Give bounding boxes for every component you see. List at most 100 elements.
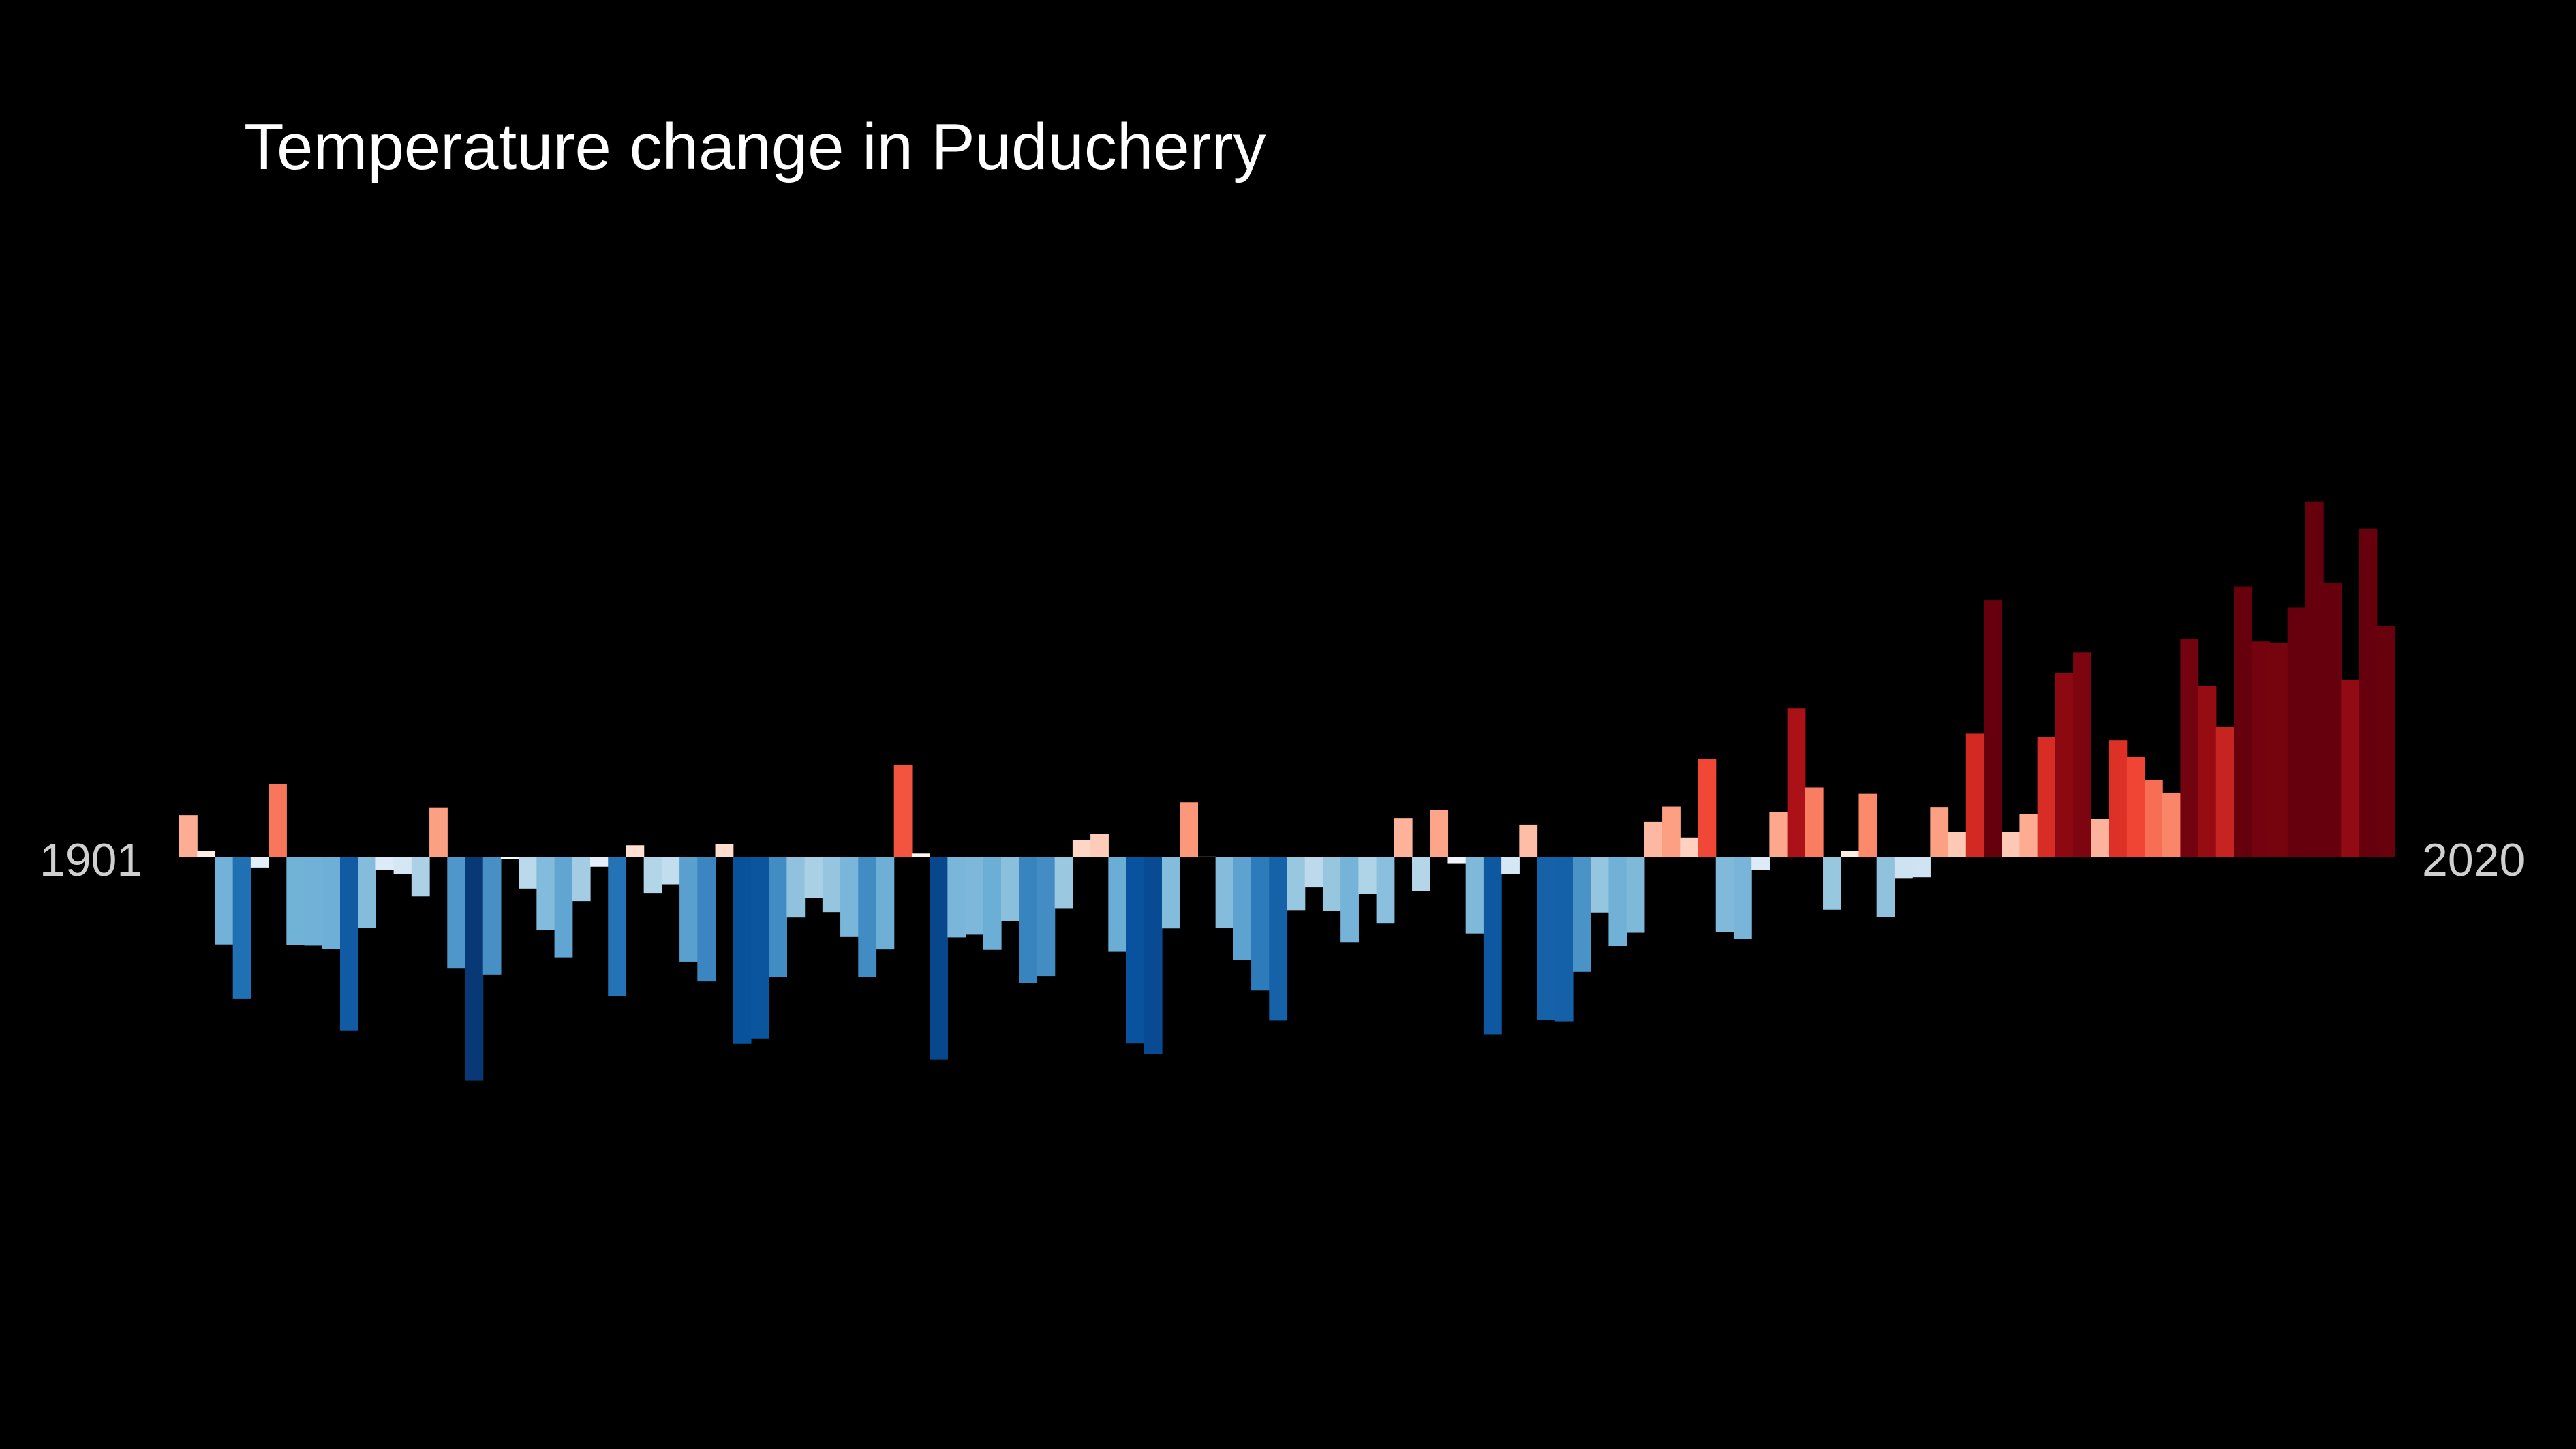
bar-1913 [393,857,412,874]
bar-1911 [358,857,376,928]
bar-2013 [2180,639,2199,857]
bar-2018 [2269,643,2288,857]
bar-1939 [858,857,877,977]
bar-2021 [2323,583,2342,857]
bar-1938 [840,857,859,937]
bar-1957 [1180,802,1199,857]
bar-1947 [1001,857,1019,921]
bar-1984 [1662,806,1681,857]
bar-1964 [1304,857,1323,888]
bar-1922 [554,857,573,958]
bar-1968 [1376,857,1395,924]
bar-1932 [733,857,752,1044]
bar-1950 [1054,857,1073,909]
bar-1985 [1680,837,1699,857]
bar-2000 [1948,832,1967,857]
bar-1991 [1787,708,1806,857]
bar-1990 [1769,811,1788,857]
bar-1971 [1430,810,1449,857]
bar-1966 [1340,857,1359,943]
bar-2007 [2073,652,2091,857]
bar-1993 [1823,857,1841,910]
bar-1996 [1876,857,1895,917]
bar-1972 [1447,857,1467,864]
bar-1999 [1930,807,1949,857]
chart-title: Temperature change in Puducherry [244,110,1266,183]
bar-2006 [2055,673,2074,857]
bar-1909 [322,857,341,949]
bar-1942 [911,853,930,857]
bar-1979 [1572,857,1591,972]
bar-1951 [1072,840,1091,857]
bar-1940 [876,857,895,950]
bar-1914 [411,857,430,897]
bar-1933 [750,857,769,1039]
bar-1949 [1037,857,1056,977]
bar-1976 [1519,824,1538,857]
bar-1963 [1287,857,1306,911]
bar-1910 [339,857,358,1031]
bar-2012 [2162,792,2181,857]
bar-1980 [1591,857,1610,913]
bar-2003 [2002,832,2021,857]
bar-1905 [250,857,269,868]
start-year-label: 1901 [40,834,142,886]
bar-1960 [1233,857,1252,960]
bar-1923 [572,857,591,902]
bar-1929 [679,857,698,962]
bar-1983 [1644,821,1663,857]
bar-1908 [304,857,323,946]
bar-1930 [697,857,716,982]
bar-1916 [447,857,466,969]
bar-1977 [1537,857,1556,1020]
bar-1987 [1715,857,1734,932]
bar-1995 [1858,793,1877,857]
bar-2016 [2234,586,2252,857]
bar-1962 [1269,857,1288,1021]
bar-1904 [232,857,251,999]
bar-1954 [1126,857,1145,1044]
bar-1919 [500,857,519,859]
bar-2015 [2215,727,2235,857]
bar-1927 [643,857,662,894]
bar-series [179,501,2395,1081]
bar-1967 [1358,857,1377,894]
bar-1902 [197,851,216,857]
bar-1918 [482,857,502,975]
bar-1969 [1394,818,1413,857]
bar-1961 [1251,857,1270,991]
bar-1959 [1215,857,1234,928]
end-year-label: 2020 [2422,834,2525,886]
bar-1956 [1161,857,1180,929]
bar-1992 [1805,787,1824,857]
bar-2005 [2037,737,2056,857]
bar-1917 [465,857,484,1081]
bar-1941 [893,765,913,857]
bar-1920 [519,857,537,889]
bar-1924 [590,857,609,867]
bar-2001 [1965,733,1984,857]
bar-1986 [1698,759,1717,857]
bar-1997 [1894,857,1913,879]
bar-1974 [1483,857,1502,1035]
bar-1944 [947,857,966,938]
bar-1953 [1108,857,1127,952]
bar-2004 [2019,814,2038,857]
bar-1926 [626,845,645,857]
bar-1988 [1733,857,1752,939]
bar-1921 [536,857,555,930]
bar-2014 [2198,686,2217,857]
bar-2019 [2287,607,2306,857]
bar-1925 [608,857,627,996]
bar-1982 [1626,857,1645,933]
bar-1945 [965,857,984,935]
bar-1973 [1465,857,1484,934]
bar-1946 [983,857,1002,950]
bar-1989 [1751,857,1770,870]
bar-1952 [1090,834,1109,857]
bar-2002 [1983,600,2002,857]
bar-1981 [1608,857,1627,947]
bar-2011 [2144,780,2163,857]
